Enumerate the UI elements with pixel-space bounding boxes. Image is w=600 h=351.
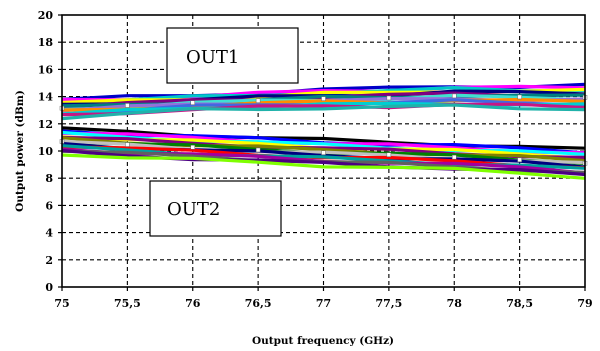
data-marker [190,145,195,150]
x-tick-label: 77 [316,297,331,310]
out2-label: OUT2 [167,199,220,220]
x-tick-label: 75,5 [114,297,141,310]
x-tick-label: 78,5 [506,297,533,310]
x-tick-label: 76,5 [245,297,272,310]
y-tick-label: 10 [38,145,54,158]
y-tick-label: 12 [38,118,53,131]
data-marker [452,154,457,160]
out1-label: OUT1 [186,47,239,68]
data-marker [125,103,130,108]
y-tick-label: 20 [38,9,54,22]
y-tick-label: 2 [45,254,53,267]
x-axis-label: Output frequency (GHz) [252,335,394,347]
data-marker [517,94,522,100]
x-tick-label: 76 [185,297,201,310]
data-marker [321,150,326,155]
data-marker [452,93,457,99]
out1-label-box: OUT1 [166,27,299,84]
series-group-out1 [59,82,588,121]
data-marker [321,96,326,101]
data-marker [190,100,195,105]
axis-ticks: 75 75,5 76 76,5 77 77,5 78 78,5 79 0 2 4 6 8 10 12 14 16 1… [38,9,593,310]
data-marker [125,142,130,147]
out2-label-box: OUT2 [149,180,282,237]
y-tick-label: 4 [45,227,53,240]
data-marker [517,157,522,163]
y-axis-label: Output power (dBm) [14,90,26,212]
y-tick-label: 0 [45,281,53,294]
series-group-out2 [59,126,588,180]
data-marker [386,95,392,101]
y-tick-label: 18 [38,36,54,49]
x-tick-label: 77,5 [375,297,402,310]
y-tick-label: 6 [45,199,53,212]
x-tick-label: 75 [54,297,69,310]
series-line [61,103,586,121]
y-tick-label: 16 [38,63,54,76]
x-tick-label: 78 [447,297,463,310]
data-marker [255,98,261,103]
y-tick-label: 14 [38,91,54,104]
series-line [61,153,586,180]
data-marker [386,152,392,157]
y-tick-label: 8 [45,172,53,185]
x-tick-label: 79 [577,297,592,310]
data-marker [255,147,261,153]
series-layer [59,82,588,180]
